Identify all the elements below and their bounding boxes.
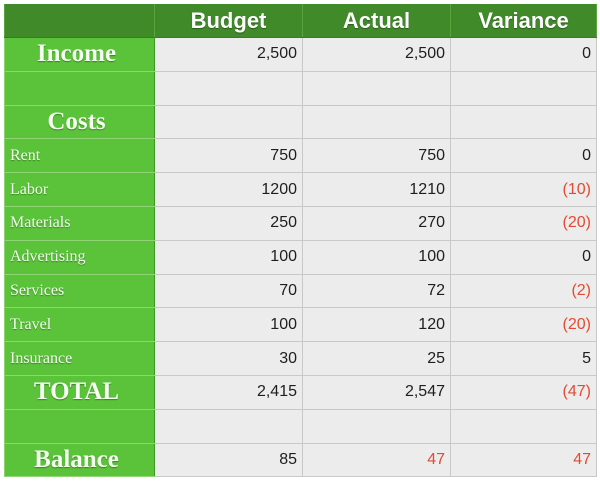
- cell-variance[interactable]: [450, 104, 597, 140]
- row-label[interactable]: Balance: [4, 442, 155, 478]
- cell-budget[interactable]: 85: [154, 442, 303, 478]
- row-label[interactable]: Materials: [4, 205, 155, 241]
- cell-actual[interactable]: 72: [302, 273, 451, 309]
- cell-variance[interactable]: 5: [450, 341, 597, 376]
- row-label[interactable]: [4, 408, 155, 444]
- cell-variance[interactable]: (2): [450, 273, 597, 309]
- cell-budget[interactable]: 1200: [154, 172, 303, 207]
- row-insurance: Insurance 30 25 5: [4, 341, 597, 376]
- row-label[interactable]: Costs: [4, 104, 155, 140]
- cell-variance[interactable]: (10): [450, 172, 597, 207]
- cell-variance[interactable]: [450, 408, 597, 444]
- cell-budget[interactable]: 100: [154, 307, 303, 343]
- table-header: Budget Actual Variance: [4, 4, 597, 38]
- header-actual[interactable]: Actual: [302, 4, 451, 38]
- row-label[interactable]: Travel: [4, 307, 155, 343]
- cell-variance[interactable]: (20): [450, 307, 597, 343]
- cell-actual[interactable]: 2,547: [302, 374, 451, 410]
- row-label[interactable]: [4, 70, 155, 106]
- cell-variance[interactable]: [450, 70, 597, 106]
- cell-actual[interactable]: 25: [302, 341, 451, 376]
- cell-actual[interactable]: [302, 408, 451, 444]
- cell-variance[interactable]: (47): [450, 374, 597, 410]
- cell-budget[interactable]: 2,415: [154, 374, 303, 410]
- cell-budget[interactable]: [154, 104, 303, 140]
- cell-actual[interactable]: 2,500: [302, 37, 451, 72]
- row-rent: Rent 750 750 0: [4, 138, 597, 174]
- cell-budget[interactable]: 750: [154, 138, 303, 174]
- row-total: TOTAL 2,415 2,547 (47): [4, 374, 597, 410]
- row-services: Services 70 72 (2): [4, 273, 597, 309]
- budget-table: Budget Actual Variance Income 2,500 2,50…: [4, 4, 597, 478]
- cell-budget[interactable]: 100: [154, 239, 303, 275]
- row-label[interactable]: TOTAL: [4, 374, 155, 410]
- cell-budget[interactable]: 30: [154, 341, 303, 376]
- cell-budget[interactable]: 70: [154, 273, 303, 309]
- row-costs: Costs: [4, 104, 597, 140]
- row-label[interactable]: Labor: [4, 172, 155, 207]
- row-label[interactable]: Income: [4, 37, 155, 72]
- row-label[interactable]: Services: [4, 273, 155, 309]
- row-travel: Travel 100 120 (20): [4, 307, 597, 343]
- header-variance[interactable]: Variance: [450, 4, 597, 38]
- cell-actual[interactable]: 47: [302, 442, 451, 478]
- cell-budget[interactable]: 250: [154, 205, 303, 241]
- cell-budget[interactable]: [154, 70, 303, 106]
- budget-sheet: Budget Actual Variance Income 2,500 2,50…: [4, 4, 597, 488]
- header-budget[interactable]: Budget: [154, 4, 303, 38]
- row-balance: Balance 85 47 47: [4, 442, 597, 478]
- header-row: Budget Actual Variance: [4, 4, 597, 38]
- cell-budget[interactable]: 2,500: [154, 37, 303, 72]
- cell-variance[interactable]: 0: [450, 138, 597, 174]
- table-body: Income 2,500 2,500 0 Costs Rent 750 750: [4, 37, 597, 478]
- row-materials: Materials 250 270 (20): [4, 205, 597, 241]
- row-label[interactable]: Rent: [4, 138, 155, 174]
- row-advertising: Advertising 100 100 0: [4, 239, 597, 275]
- header-corner: [4, 4, 155, 38]
- cell-actual[interactable]: 100: [302, 239, 451, 275]
- cell-actual[interactable]: [302, 104, 451, 140]
- row-labor: Labor 1200 1210 (10): [4, 172, 597, 207]
- row-spacer: [4, 408, 597, 444]
- cell-budget[interactable]: [154, 408, 303, 444]
- row-income: Income 2,500 2,500 0: [4, 37, 597, 72]
- cell-actual[interactable]: 1210: [302, 172, 451, 207]
- cell-variance[interactable]: (20): [450, 205, 597, 241]
- cell-actual[interactable]: 120: [302, 307, 451, 343]
- row-label[interactable]: Advertising: [4, 239, 155, 275]
- cell-actual[interactable]: 750: [302, 138, 451, 174]
- cell-variance[interactable]: 47: [450, 442, 597, 478]
- cell-actual[interactable]: 270: [302, 205, 451, 241]
- cell-actual[interactable]: [302, 70, 451, 106]
- row-spacer: [4, 70, 597, 106]
- cell-variance[interactable]: 0: [450, 239, 597, 275]
- row-label[interactable]: Insurance: [4, 341, 155, 376]
- cell-variance[interactable]: 0: [450, 37, 597, 72]
